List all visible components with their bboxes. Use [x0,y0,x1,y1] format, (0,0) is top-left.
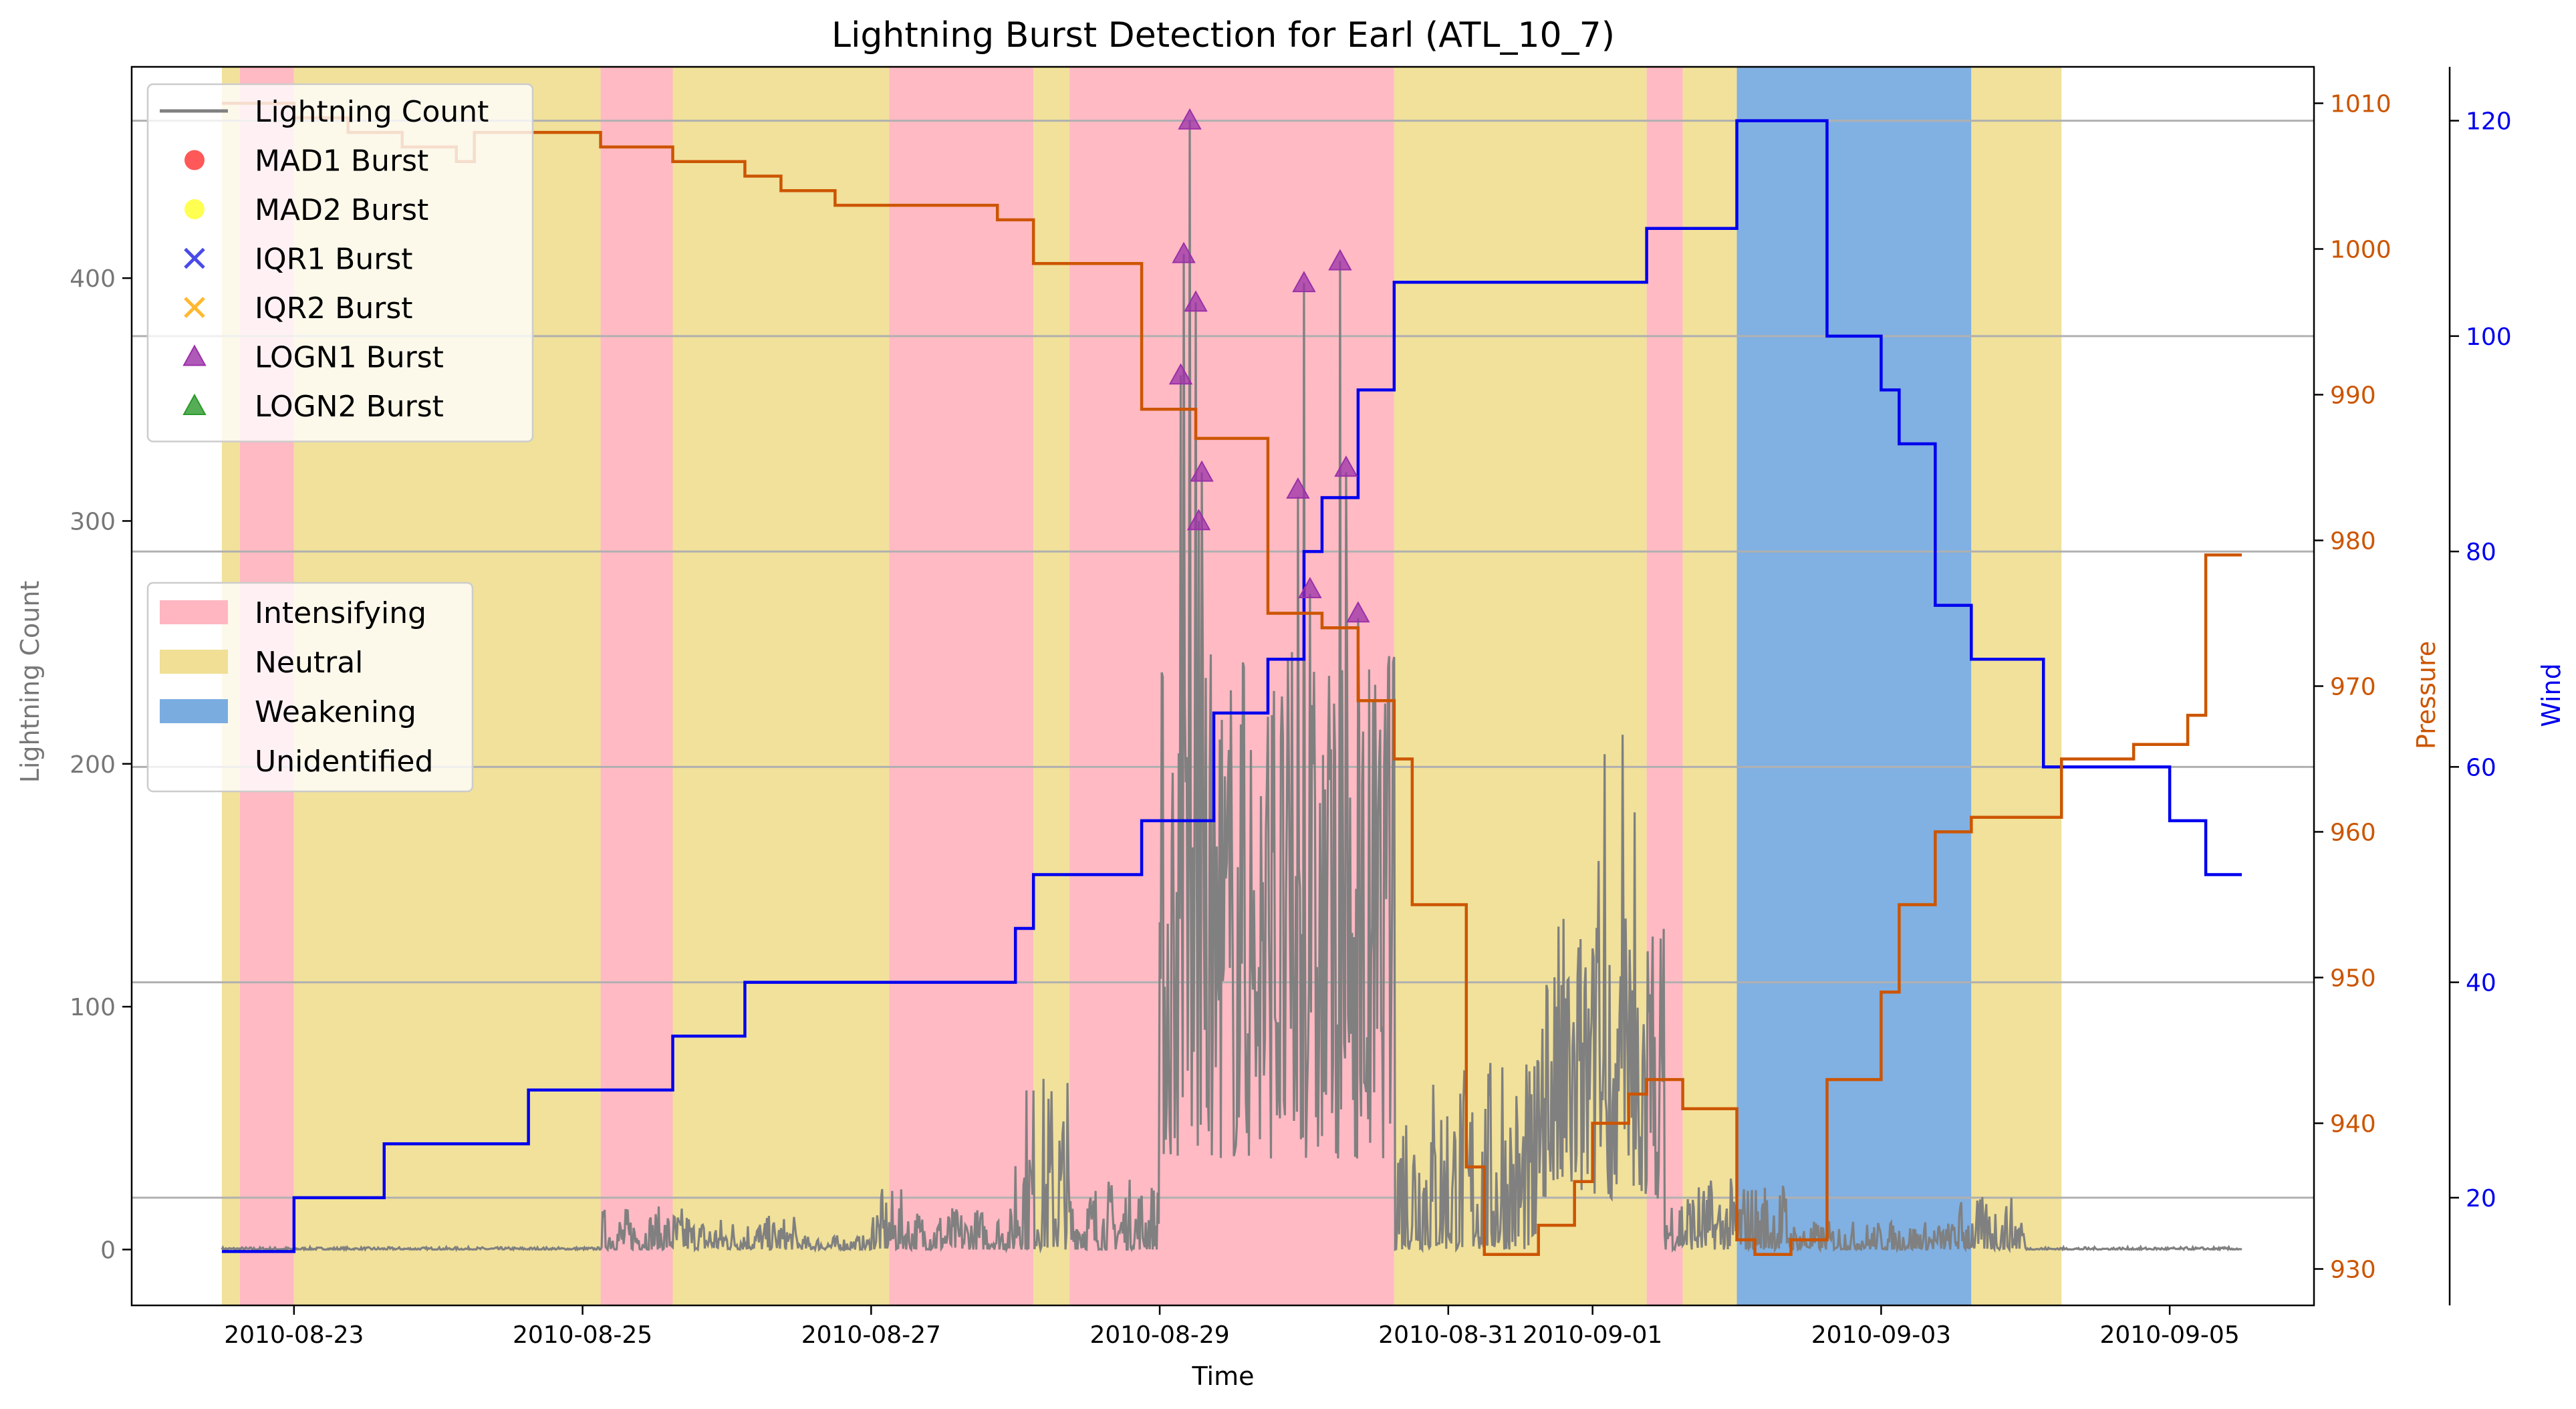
logn1-burst-marker [1168,363,1193,385]
logn1-burst-marker [1346,601,1370,623]
legend-series-label: Lightning Count [255,95,489,129]
phase-band-neutral [1682,67,1737,1305]
y-wind-tick-label: 120 [2466,108,2512,136]
lightning-series [221,120,2242,1254]
x-tick-label: 2010-08-29 [1089,1321,1229,1349]
legend-series-box [146,83,534,442]
logn1-burst-marker [1328,249,1352,271]
legend-series-label: IQR1 Burst [255,243,413,277]
wind-series [221,119,2242,1253]
legend-swatch-x [184,297,205,318]
lightning-count-line [221,120,2242,1254]
phase-bands [221,67,2062,1305]
legend-phase-label: Weakening [255,695,416,729]
y-wind-tick-label: 20 [2466,1185,2496,1212]
x-tick-label: 2010-09-03 [1811,1321,1951,1349]
logn1-burst-marker [1190,460,1214,482]
x-tick-label: 2010-08-23 [224,1321,364,1349]
y-wind-tick-label: 100 [2466,324,2512,351]
pressure-series [221,102,2242,1256]
phase-band-intensifying [889,67,1034,1305]
y-pressure-tick-label: 950 [2330,965,2376,993]
phase-band-intensifying [600,67,673,1305]
legend-swatch-circle [184,199,205,219]
x-axis-label: Time [1192,1362,1255,1391]
y-pressure-tick-label: 930 [2330,1257,2376,1284]
logn1-burst-marker [1186,509,1211,531]
logn1-burst-marker [1184,290,1208,312]
legend-series-label: MAD1 Burst [255,144,428,178]
y-pressure-axis-label: Pressure [2412,641,2441,749]
y-left-tick-label: 300 [70,508,116,535]
axes: 2010-08-23 2010-08-25 2010-08-27 2010-08-29… [70,66,2512,1349]
legend-phase-swatch [160,699,228,723]
logn1-burst-marker [1292,271,1316,293]
burst-markers [1168,108,1370,623]
x-tick-label: 2010-08-31 [1378,1321,1518,1349]
y-pressure-tick-label: 1000 [2330,237,2392,264]
legend-swatch-x [184,247,205,269]
y-pressure-tick-label: 990 [2330,382,2376,410]
y-pressure-tick-label: 980 [2330,528,2376,555]
y-left-tick-label: 0 [100,1237,116,1264]
legend-series-label: IQR2 Burst [255,291,413,326]
legend-swatch-triangle [182,393,207,415]
legend-phase-label: Neutral [255,646,363,680]
legend-series-label: LOGN2 Burst [255,390,444,424]
y-pressure-tick-label: 970 [2330,674,2376,701]
legend-swatch-triangle [182,344,207,366]
y-wind-tick-label: 40 [2466,970,2496,997]
pressure-line [221,102,2242,1256]
y-left-tick-label: 400 [70,265,116,293]
logn1-burst-marker [1298,577,1322,598]
x-tick-label: 2010-08-25 [513,1321,652,1349]
legend-series-label: MAD2 Burst [255,193,428,227]
logn1-burst-marker [1178,108,1202,130]
y-left-axis-label: Lightning Count [15,581,45,783]
y-left-tick-label: 200 [70,751,116,779]
y-wind-axis-label: Wind [2537,663,2566,727]
legend-series: Lightning Count MAD1 Burst MAD2 Burst IQR1 … [146,83,534,442]
x-tick-label: 2010-09-05 [2100,1321,2240,1349]
y-wind-tick-label: 80 [2466,539,2496,566]
phase-band-weakening [1736,67,1972,1305]
phase-band-neutral [1971,67,2062,1305]
grid-lines [132,120,2314,1199]
legend-phases: Intensifying Neutral Weakening Unidentified [146,582,474,793]
y-pressure-tick-label: 940 [2330,1111,2376,1138]
logn1-burst-marker [1334,455,1358,477]
chart-title: Lightning Burst Detection for Earl (ATL_… [831,15,1615,55]
legend-phase-label: Unidentified [255,745,433,779]
y-pressure-tick-label: 1010 [2330,91,2392,118]
legend-phase-label: Intensifying [255,596,426,630]
logn1-burst-marker [1172,241,1196,263]
logn1-burst-marker [1286,477,1310,499]
y-wind-tick-label: 60 [2466,754,2496,781]
phase-band-neutral [672,67,890,1305]
x-tick-label: 2010-08-27 [801,1321,941,1349]
legend-phases-box [146,582,474,793]
legend-phase-swatch [160,600,228,624]
legend-phase-swatch [160,650,228,674]
legend-series-label: LOGN1 Burst [255,341,444,375]
y-pressure-tick-label: 960 [2330,819,2376,847]
x-tick-label: 2010-09-01 [1523,1321,1662,1349]
y-left-tick-label: 100 [70,994,116,1021]
legend-swatch-circle [184,150,205,170]
wind-line [221,119,2242,1253]
